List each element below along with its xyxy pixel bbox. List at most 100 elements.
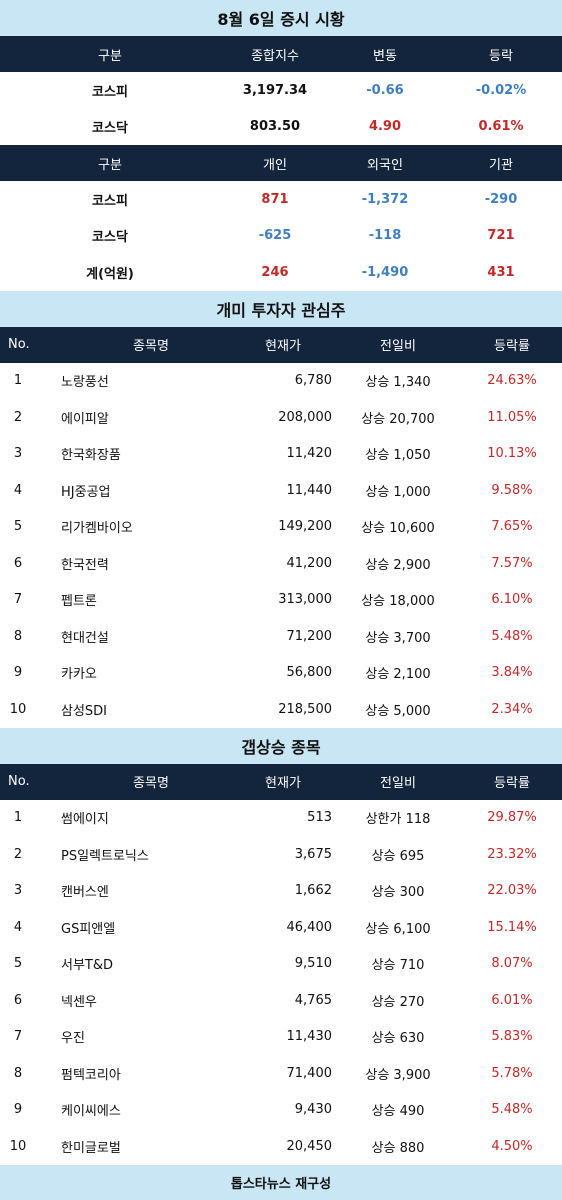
current-price: 71,200 (286, 628, 333, 644)
col-header-individual: 개인 (263, 157, 287, 173)
current-price: 1,662 (294, 883, 332, 899)
row-number: 10 (9, 701, 27, 717)
source-footer: 톱스타뉴스 재구성 (0, 1164, 562, 1200)
table-row: 8 현대건설 71,200 상승 3,700 5.48% (0, 618, 562, 655)
current-price: 71,400 (286, 1065, 333, 1081)
market-name: 코스피 (92, 193, 128, 209)
col-header-no: No. (8, 774, 30, 789)
change-rate: 5.48% (491, 1102, 533, 1118)
stock-name: 캔버스엔 (61, 885, 109, 901)
col-header-name: 종목명 (133, 339, 169, 354)
table-row: 6 한국전력 41,200 상승 2,900 7.57% (0, 545, 562, 582)
index-change: -0.66 (366, 82, 404, 98)
col-header-no: No. (8, 337, 30, 352)
change-rate: 9.58% (491, 482, 533, 498)
change-rate: 24.63% (487, 373, 537, 389)
row-number: 9 (13, 1102, 23, 1118)
price-change: 상승 2,100 (365, 667, 431, 683)
price-change: 상승 5,000 (365, 703, 431, 719)
gap-section-title-text: 갭상승 종목 (241, 737, 321, 757)
table-row: 6 넥센우 4,765 상승 270 6.01% (0, 982, 562, 1019)
index-row-kosdaq: 코스닥 803.50 4.90 0.61% (0, 109, 562, 146)
stock-name: 삼성SDI (61, 703, 108, 719)
price-change: 상승 3,700 (365, 630, 431, 646)
col-header-name: 종목명 (133, 776, 169, 791)
row-number: 1 (13, 810, 23, 826)
index-value: 803.50 (249, 119, 301, 135)
table-row: 1 썸에이지 513 상한가 118 29.87% (0, 800, 562, 837)
row-number: 3 (13, 446, 23, 462)
stock-name: 한국화장품 (61, 448, 121, 464)
col-header-category: 구분 (98, 157, 122, 173)
individual-value: 246 (261, 264, 289, 280)
stock-name: HJ중공업 (61, 484, 111, 500)
change-rate: 5.78% (491, 1065, 533, 1081)
change-rate: 11.05% (487, 409, 537, 425)
current-price: 9,430 (294, 1102, 332, 1118)
table-row: 10 삼성SDI 218,500 상승 5,000 2.34% (0, 691, 562, 728)
institution-value: 721 (487, 228, 515, 244)
change-rate: 2.34% (491, 701, 533, 717)
row-number: 6 (13, 992, 23, 1008)
price-change: 상승 18,000 (361, 594, 435, 610)
table-row: 1 노랑풍선 6,780 상승 1,340 24.63% (0, 363, 562, 400)
table-row: 3 한국화장품 11,420 상승 1,050 10.13% (0, 436, 562, 473)
current-price: 313,000 (278, 592, 332, 608)
row-number: 7 (13, 592, 23, 608)
table-row: 9 케이씨에스 9,430 상승 490 5.48% (0, 1092, 562, 1129)
row-number: 1 (13, 373, 23, 389)
row-number: 2 (13, 846, 23, 862)
index-rate: 0.61% (478, 119, 524, 135)
price-change: 상승 3,900 (365, 1067, 431, 1083)
investor-table-header: 구분 개인 외국인 기관 (0, 145, 562, 181)
row-number: 7 (13, 1029, 23, 1045)
row-number: 3 (13, 883, 23, 899)
col-header-change: 변동 (373, 48, 397, 64)
retail-rows: 1 노랑풍선 6,780 상승 1,340 24.63% 2 에이피알 208,000 상승 2… (0, 363, 562, 728)
current-price: 9,510 (294, 956, 332, 972)
current-price: 6,780 (294, 373, 332, 389)
investor-row-kosdaq: 코스닥 -625 -118 721 (0, 218, 562, 255)
price-change: 상한가 118 (365, 812, 431, 828)
index-value: 3,197.34 (242, 82, 308, 98)
foreign-value: -118 (368, 228, 402, 244)
price-change: 상승 490 (371, 1104, 425, 1120)
change-rate: 4.50% (491, 1138, 533, 1154)
gap-table-header: No. 종목명 현재가 전일비 등락률 (0, 763, 562, 800)
investor-table: 구분 개인 외국인 기관 코스피 871 -1,372 -290 코스닥 -62… (0, 145, 562, 291)
table-row: 9 카카오 56,800 상승 2,100 3.84% (0, 655, 562, 692)
foreign-value: -1,372 (361, 191, 409, 207)
gap-table: No. 종목명 현재가 전일비 등락률 1 썸에이지 513 상한가 118 29.87… (0, 763, 562, 1165)
change-rate: 22.03% (487, 883, 537, 899)
col-header-institution: 기관 (489, 157, 513, 173)
current-price: 149,200 (278, 519, 332, 535)
row-number: 2 (13, 409, 23, 425)
retail-section-title: 개미 투자자 관심주 (0, 290, 562, 327)
row-number: 4 (13, 482, 23, 498)
index-rate: -0.02% (475, 82, 527, 98)
col-header-rate: 등락률 (494, 339, 530, 354)
row-number: 8 (13, 1065, 23, 1081)
price-change: 상승 20,700 (361, 411, 435, 427)
index-table-header: 구분 종합지수 변동 등락 (0, 36, 562, 72)
market-name: 코스닥 (92, 230, 128, 246)
current-price: 513 (307, 810, 332, 826)
individual-value: 871 (261, 191, 289, 207)
individual-value: -625 (258, 228, 292, 244)
col-header-category: 구분 (98, 48, 122, 64)
market-title: 8월 6일 증시 시황 (0, 0, 562, 36)
col-header-diff: 전일비 (380, 776, 416, 791)
stock-name: 리가켐바이오 (61, 521, 133, 537)
change-rate: 15.14% (487, 919, 537, 935)
current-price: 20,450 (286, 1138, 333, 1154)
row-number: 8 (13, 628, 23, 644)
change-rate: 5.83% (491, 1029, 533, 1045)
table-row: 4 HJ중공업 11,440 상승 1,000 9.58% (0, 472, 562, 509)
institution-value: -290 (484, 191, 518, 207)
table-row: 7 펩트론 313,000 상승 18,000 6.10% (0, 582, 562, 619)
current-price: 56,800 (286, 665, 333, 681)
price-change: 상승 710 (371, 958, 425, 974)
col-header-diff: 전일비 (380, 339, 416, 354)
price-change: 상승 630 (371, 1031, 425, 1047)
table-row: 7 우진 11,430 상승 630 5.83% (0, 1019, 562, 1056)
